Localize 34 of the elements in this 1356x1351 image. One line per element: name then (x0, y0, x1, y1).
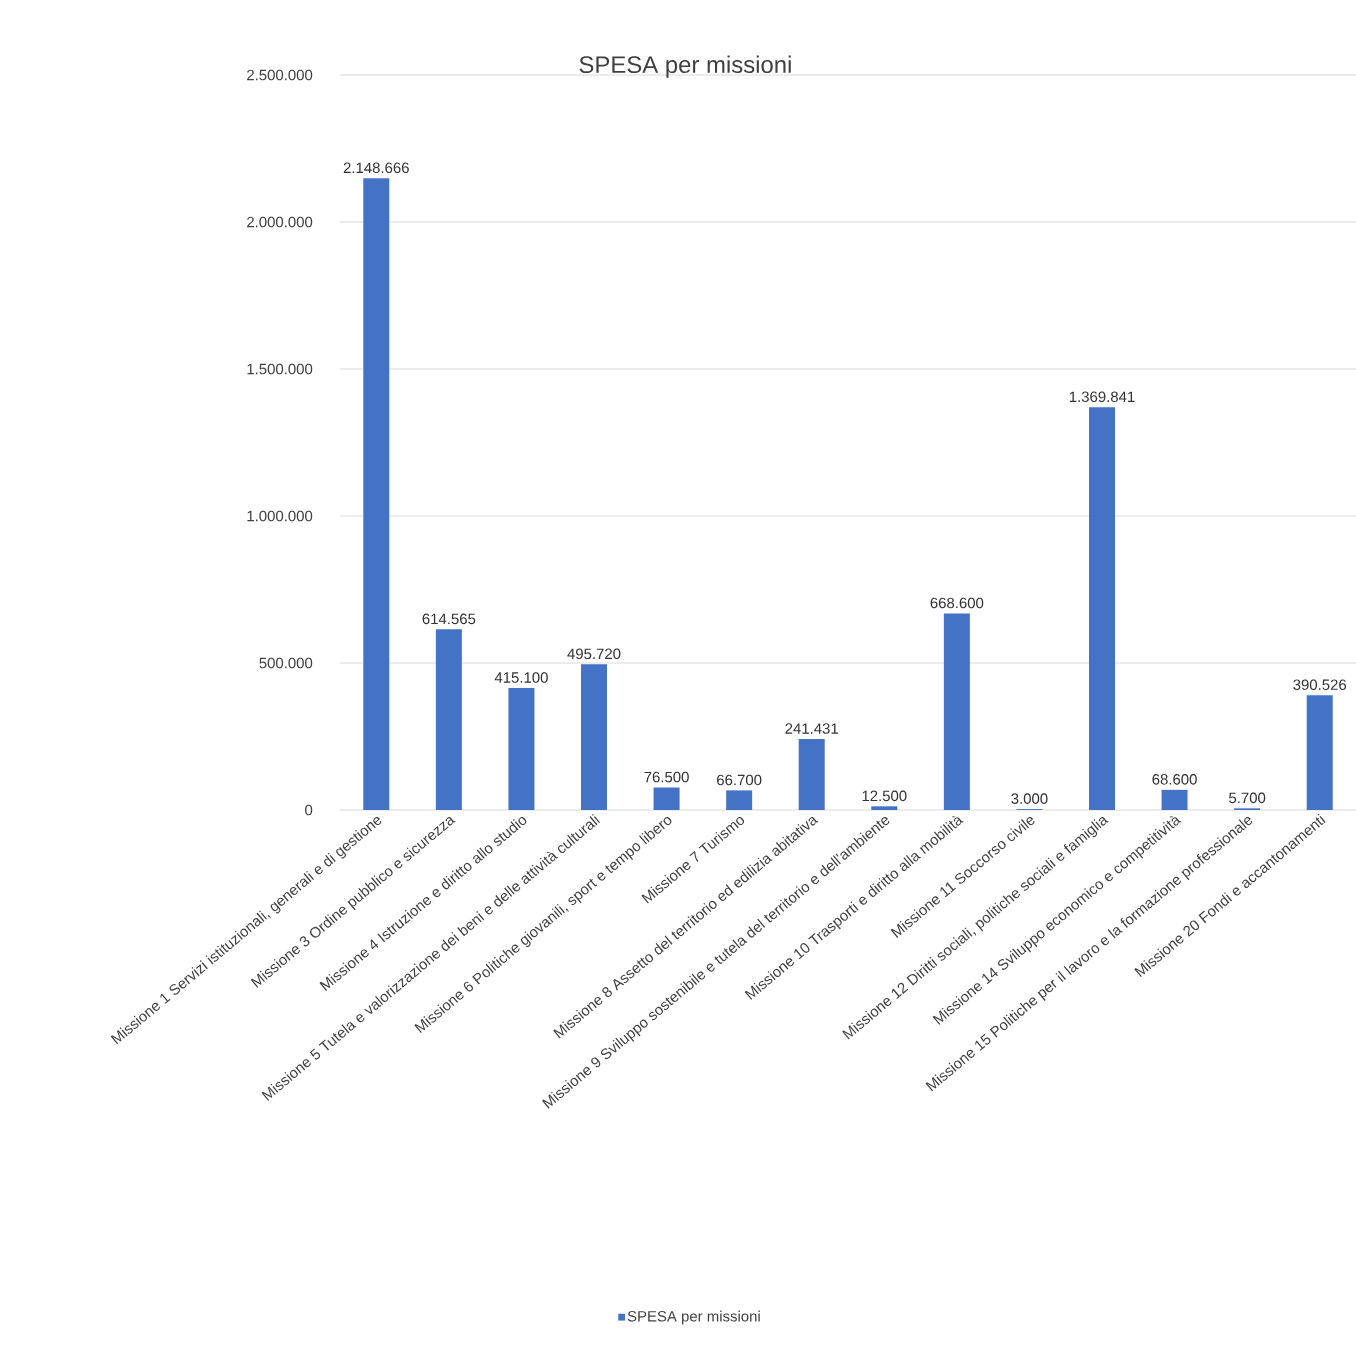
y-tick-label: 1.500.000 (247, 363, 313, 375)
data-label: 668.600 (930, 597, 984, 609)
data-label: 5.700 (1229, 792, 1266, 804)
bar (871, 806, 898, 810)
data-label: 495.720 (567, 648, 621, 660)
bar (508, 687, 535, 810)
data-label: 3.000 (1011, 793, 1048, 804)
y-tick-label: 1.000.000 (247, 510, 313, 522)
bar (1161, 789, 1188, 810)
bar (943, 613, 970, 810)
bar (581, 664, 607, 810)
y-tick-label: 2.500.000 (247, 69, 313, 81)
bar (363, 178, 390, 810)
legend-label: SPESA per missioni (627, 1310, 760, 1325)
bar (726, 790, 753, 810)
bar (653, 787, 680, 810)
data-label: 390.526 (1293, 679, 1347, 690)
data-label: 76.500 (644, 771, 689, 783)
data-label: 2.148.666 (343, 162, 409, 174)
y-tick-label: 500.000 (259, 657, 313, 669)
data-label: 68.600 (1152, 774, 1197, 785)
bar (798, 739, 825, 810)
data-label: 241.431 (785, 723, 838, 734)
data-label: 12.500 (862, 790, 907, 802)
data-label: 66.700 (717, 774, 762, 786)
bar (435, 629, 462, 810)
bar (1306, 695, 1333, 810)
data-label: 1.369.841 (1069, 391, 1135, 403)
bar (1089, 407, 1115, 810)
chart-title: SPESA per missioni (579, 55, 791, 78)
data-label: 614.565 (422, 613, 476, 625)
y-tick-label: 2.000.000 (247, 216, 313, 228)
data-label: 415.100 (494, 672, 548, 683)
y-tick-label: 0 (305, 804, 313, 816)
